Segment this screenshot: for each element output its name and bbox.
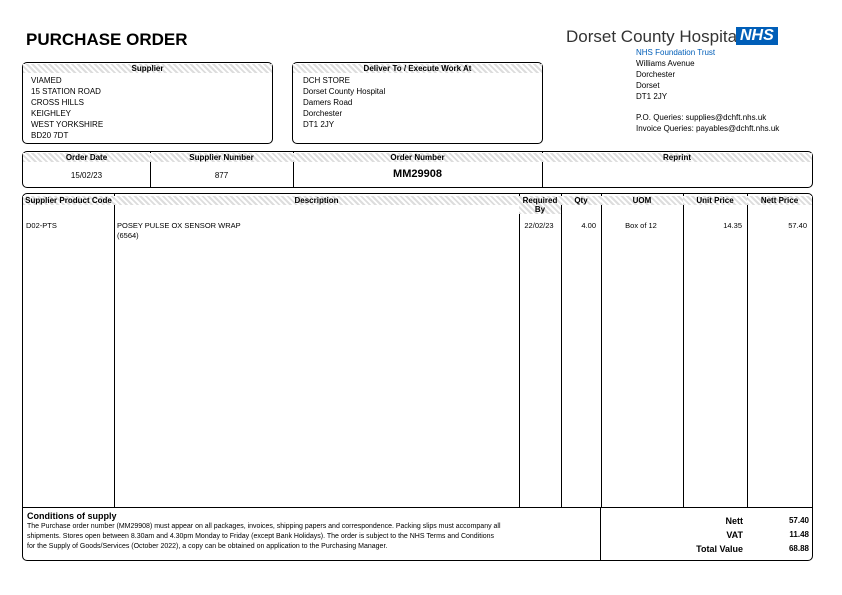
line: The Purchase order number (MM29908) must… [27, 523, 501, 530]
line: Dorchester [303, 109, 343, 118]
label: Supplier Number [150, 153, 293, 162]
column-rule [601, 194, 602, 507]
line: 15 STATION ROAD [31, 87, 101, 96]
label: Nett [725, 516, 744, 526]
column-header: Qty [561, 196, 601, 205]
line: Dorchester [636, 70, 676, 79]
column-rule [747, 194, 748, 507]
cell-line: (6564) [117, 231, 139, 240]
column-header: Supplier Product Code [23, 196, 114, 205]
line: BD20 7DT [31, 131, 69, 140]
column-rule [114, 194, 115, 507]
line: KEIGHLEY [31, 109, 72, 118]
value: 11.48 [789, 530, 809, 539]
column-rule [683, 194, 684, 507]
line: Dorset [636, 81, 660, 90]
line: P.O. Queries: supplies@dchft.nhs.uk [636, 113, 767, 122]
label: Order Number [293, 153, 542, 162]
line: CROSS HILLS [31, 98, 84, 107]
column-header: Required By [519, 196, 561, 214]
info-box: Order Date Supplier Number Order Number … [22, 151, 813, 188]
label: Supplier [23, 64, 272, 73]
cell-line: POSEY PULSE OX SENSOR WRAP [117, 221, 241, 230]
line: DT1 2JY [303, 120, 335, 129]
deliver-lines: DCH STORE Dorset County Hospital Damers Ro… [303, 75, 385, 130]
column-header: Nett Price [747, 196, 812, 205]
address: Williams Avenue Dorchester Dorset DT1 2JY [636, 58, 695, 102]
line: Invoice Queries: payables@dchft.nhs.uk [636, 124, 780, 133]
conditions: The Purchase order number (MM29908) must… [27, 522, 501, 552]
line: Damers Road [303, 98, 353, 107]
label: VAT [726, 530, 743, 540]
label: Reprint [542, 153, 812, 162]
nhs-logo: NHS [736, 27, 778, 45]
org-name: Dorset County Hospital [566, 27, 741, 46]
items-table: Conditions of supply The Purchase order … [22, 193, 813, 561]
column-rule [519, 194, 520, 507]
label: Order Date [23, 153, 150, 162]
column-header: UOM [601, 196, 683, 205]
line: VIAMED [31, 76, 62, 85]
value: MM29908 [393, 168, 442, 180]
value: 57.40 [788, 516, 809, 525]
cell: 14.35 [723, 221, 742, 230]
supplier-lines: VIAMED 15 STATION ROAD CROSS HILLS KEIGHLEY… [31, 75, 103, 141]
line: DCH STORE [303, 76, 350, 85]
totals-values: 57.40 11.48 68.88 [753, 514, 809, 556]
trust: NHS Foundation Trust [636, 48, 716, 57]
conditions-title: Conditions of supply [27, 511, 117, 521]
line: WEST YORKSHIRE [31, 120, 104, 129]
line: Williams Avenue [636, 59, 695, 68]
deliver-box: Deliver To / Execute Work At DCH STORE Do… [292, 62, 543, 144]
cell: 22/02/23 [524, 221, 554, 230]
value: 877 [214, 171, 229, 180]
line: shipments. Stores open between 8.30am an… [27, 533, 495, 540]
column-header: Description [114, 196, 519, 205]
column-rule [561, 194, 562, 507]
cell: 57.40 [788, 221, 807, 230]
cell: Box of 12 [625, 221, 657, 230]
line: DT1 2JY [636, 92, 668, 101]
totals-labels: Nett VAT Total Value [643, 514, 743, 556]
line: Dorset County Hospital [303, 87, 386, 96]
value: 15/02/23 [70, 171, 103, 180]
line: for the Supply of Goods/Services (Octobe… [27, 543, 388, 550]
label: Deliver To / Execute Work At [293, 64, 542, 73]
title: PURCHASE ORDER [26, 30, 188, 49]
queries: P.O. Queries: supplies@dchft.nhs.uk Invoi… [636, 112, 779, 134]
cell: POSEY PULSE OX SENSOR WRAP (6564) [117, 221, 514, 241]
cell: 4.00 [581, 221, 596, 230]
cell: D02-PTS [26, 221, 57, 230]
label: Total Value [696, 544, 743, 554]
column-header: Unit Price [683, 196, 747, 205]
value: 68.88 [788, 544, 809, 553]
supplier-box: Supplier VIAMED 15 STATION ROAD CROSS HILL… [22, 62, 273, 144]
